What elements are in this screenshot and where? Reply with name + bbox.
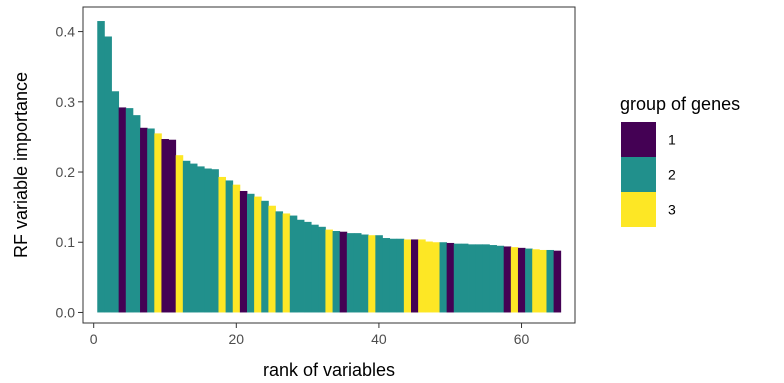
y-axis: 0.0 0.1 0.2 0.3 0.4 bbox=[56, 24, 83, 320]
y-tick-label: 0.3 bbox=[56, 94, 76, 110]
bar-rank-5-group-2 bbox=[125, 108, 134, 313]
bar-series bbox=[97, 21, 562, 313]
bar-rank-65-group-1 bbox=[553, 250, 562, 313]
legend-label-group-2: 2 bbox=[668, 167, 676, 183]
bar-rank-19-group-2 bbox=[225, 180, 234, 313]
bar-rank-53-group-2 bbox=[468, 244, 476, 313]
bar-rank-58-group-1 bbox=[503, 246, 512, 313]
bar-rank-32-group-2 bbox=[318, 226, 326, 313]
legend-label-group-3: 3 bbox=[668, 202, 676, 218]
y-tick-label: 0.2 bbox=[56, 164, 76, 180]
bar-rank-34-group-2 bbox=[332, 231, 341, 313]
bar-rank-35-group-1 bbox=[339, 231, 348, 313]
bar-rank-21-group-1 bbox=[239, 190, 248, 313]
bar-rank-39-group-3 bbox=[368, 235, 376, 313]
x-tick-label: 60 bbox=[514, 331, 530, 347]
bar-rank-1-group-2 bbox=[97, 21, 105, 313]
bar-rank-14-group-2 bbox=[189, 163, 198, 313]
bar-rank-24-group-2 bbox=[261, 200, 269, 313]
legend-key-group-2 bbox=[621, 157, 656, 192]
y-axis-title: RF variable importance bbox=[11, 72, 31, 258]
bar-rank-44-group-3 bbox=[403, 239, 412, 313]
bar-rank-6-group-2 bbox=[132, 115, 141, 313]
x-axis: 0 20 40 60 bbox=[90, 323, 530, 347]
bar-rank-47-group-3 bbox=[425, 241, 433, 313]
bar-rank-60-group-1 bbox=[517, 247, 526, 313]
bar-rank-64-group-2 bbox=[546, 249, 555, 313]
bar-rank-42-group-2 bbox=[389, 238, 398, 313]
bar-rank-45-group-1 bbox=[411, 239, 419, 313]
x-tick-label: 40 bbox=[371, 331, 387, 347]
bar-rank-51-group-2 bbox=[453, 243, 462, 313]
bar-rank-2-group-2 bbox=[104, 36, 112, 313]
bar-rank-10-group-1 bbox=[161, 139, 169, 313]
bar-rank-11-group-1 bbox=[168, 139, 177, 313]
bar-rank-61-group-2 bbox=[525, 248, 533, 313]
bar-rank-20-group-3 bbox=[232, 184, 241, 313]
bar-rank-30-group-2 bbox=[304, 221, 312, 313]
bar-rank-38-group-2 bbox=[361, 234, 369, 313]
bar-rank-26-group-2 bbox=[275, 211, 284, 313]
bar-rank-31-group-2 bbox=[311, 224, 319, 313]
bar-rank-9-group-3 bbox=[154, 133, 162, 313]
legend-key-group-3 bbox=[621, 192, 656, 227]
bar-rank-33-group-3 bbox=[325, 229, 333, 313]
y-tick-label: 0.4 bbox=[56, 24, 76, 40]
bar-rank-55-group-2 bbox=[482, 244, 490, 313]
legend-key-group-1 bbox=[621, 122, 656, 157]
x-tick-label: 0 bbox=[90, 331, 98, 347]
bar-rank-8-group-2 bbox=[147, 128, 155, 313]
bar-rank-54-group-2 bbox=[475, 244, 483, 313]
bar-rank-37-group-2 bbox=[353, 233, 362, 313]
bar-rank-43-group-2 bbox=[396, 238, 405, 313]
bar-rank-15-group-2 bbox=[197, 166, 205, 313]
bar-rank-46-group-3 bbox=[418, 239, 426, 313]
x-tick-label: 20 bbox=[229, 331, 245, 347]
bar-rank-16-group-2 bbox=[204, 168, 212, 313]
bar-rank-12-group-3 bbox=[175, 155, 184, 313]
bar-rank-41-group-2 bbox=[382, 238, 391, 313]
bar-rank-50-group-1 bbox=[446, 242, 455, 313]
bar-rank-27-group-3 bbox=[282, 213, 291, 313]
bar-rank-40-group-2 bbox=[375, 235, 383, 313]
plot-panel-border bbox=[82, 6, 576, 324]
bar-rank-62-group-3 bbox=[532, 249, 540, 313]
legend: group of genes 1 2 3 bbox=[620, 94, 740, 227]
bar-rank-7-group-1 bbox=[140, 127, 148, 313]
y-tick-label: 0.0 bbox=[56, 304, 76, 320]
bar-rank-23-group-3 bbox=[254, 196, 262, 313]
bar-rank-52-group-2 bbox=[460, 243, 469, 313]
bar-rank-3-group-2 bbox=[111, 91, 120, 313]
bar-rank-49-group-2 bbox=[439, 242, 448, 313]
bar-rank-22-group-2 bbox=[247, 193, 255, 313]
legend-label-group-1: 1 bbox=[668, 132, 676, 148]
bar-rank-48-group-3 bbox=[432, 242, 440, 313]
bar-rank-18-group-3 bbox=[218, 176, 227, 313]
y-tick-label: 0.1 bbox=[56, 234, 76, 250]
bar-rank-36-group-2 bbox=[346, 233, 355, 313]
legend-title: group of genes bbox=[620, 94, 740, 114]
bar-rank-63-group-3 bbox=[539, 249, 547, 313]
bar-rank-59-group-3 bbox=[510, 247, 519, 313]
bar-rank-29-group-2 bbox=[296, 219, 305, 313]
bar-rank-4-group-1 bbox=[118, 107, 127, 313]
bar-rank-56-group-2 bbox=[489, 245, 497, 313]
bar-rank-17-group-2 bbox=[211, 169, 219, 313]
x-axis-title: rank of variables bbox=[263, 360, 395, 380]
bar-rank-25-group-3 bbox=[268, 205, 276, 313]
bar-rank-28-group-2 bbox=[289, 215, 298, 313]
bar-rank-57-group-2 bbox=[496, 245, 505, 313]
bar-rank-13-group-2 bbox=[182, 160, 191, 313]
